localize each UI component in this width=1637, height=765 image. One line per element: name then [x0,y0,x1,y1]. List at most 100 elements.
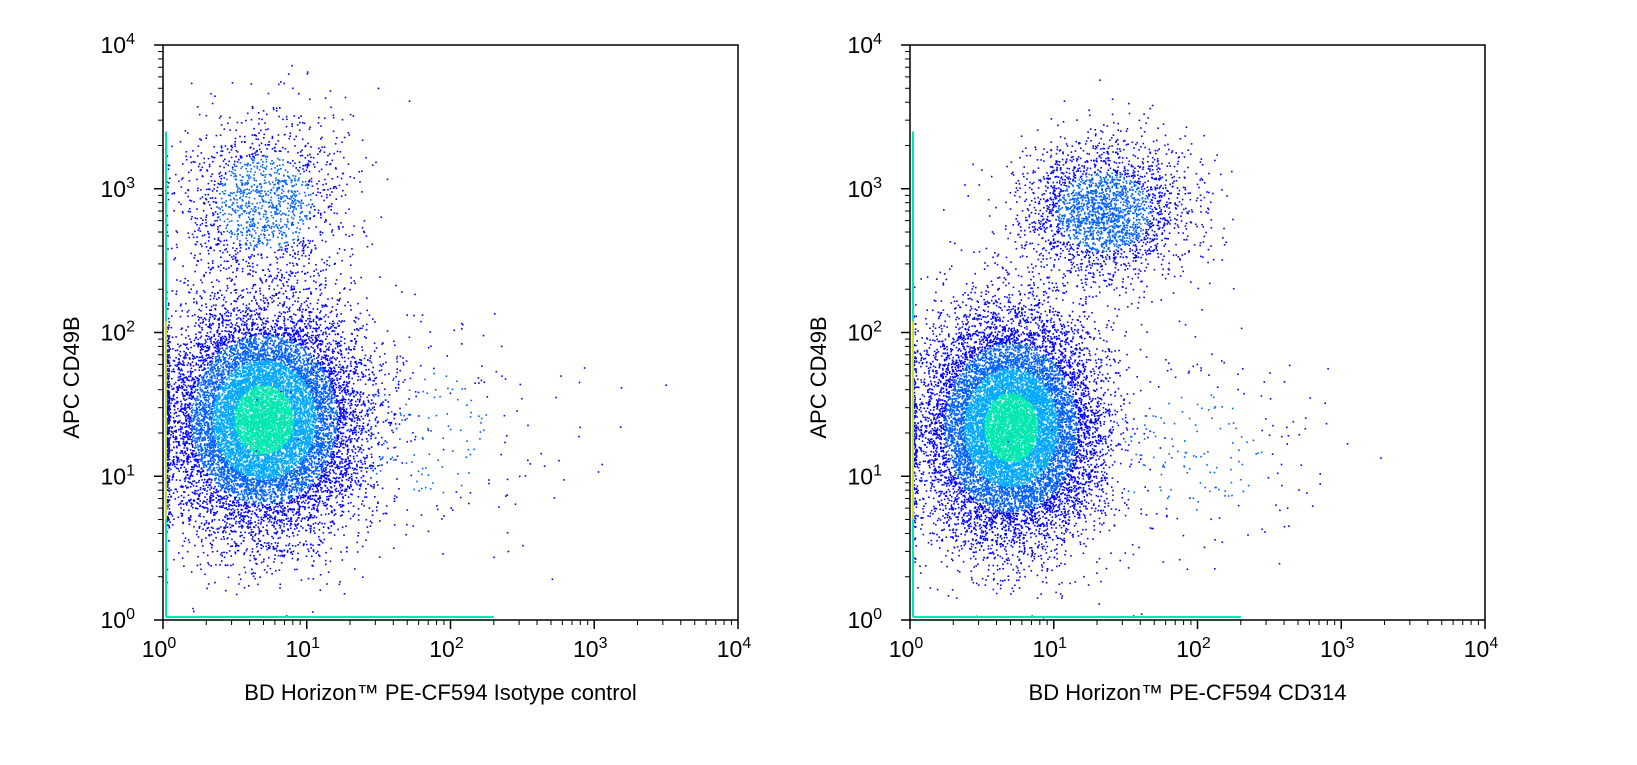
data-point [209,468,211,471]
data-point [307,386,310,389]
data-point [350,481,352,483]
data-point [321,481,324,483]
data-point [305,406,307,409]
data-point [253,419,256,421]
data-point [384,420,387,422]
data-point [361,463,364,465]
data-point [209,432,211,435]
data-point [217,374,219,377]
data-point [229,350,231,352]
data-point [325,563,327,566]
data-point [258,439,260,442]
data-point [244,427,247,430]
data-point [199,438,201,440]
data-point [259,553,261,556]
data-point [370,426,373,428]
data-point [226,518,229,520]
data-point [191,450,194,452]
data-point [209,529,211,532]
data-point [331,297,334,300]
data-point [319,464,321,466]
data-point [308,324,311,327]
data-point [322,468,324,470]
data-point [314,522,317,524]
data-point [273,532,276,534]
data-point [294,464,296,466]
data-point [246,390,249,392]
data-point [263,428,265,431]
data-point [193,355,195,358]
data-point [290,490,293,493]
data-point [172,435,174,437]
data-point [338,378,341,380]
data-point [302,426,304,428]
data-point [227,543,229,545]
data-point [348,382,350,384]
data-point [193,382,195,385]
data-point [186,449,189,452]
data-point [172,397,174,400]
data-point [238,455,241,458]
data-point [190,414,193,417]
data-point [287,401,290,403]
data-point [323,373,325,375]
data-point [195,363,197,366]
data-point [278,524,281,527]
data-point [243,361,246,364]
data-point [252,439,254,441]
data-point [359,327,361,330]
data-point [278,425,280,427]
data-point [310,459,313,462]
data-point [377,392,380,394]
data-point [200,364,202,367]
data-point [343,398,346,401]
data-point [277,511,280,514]
data-point [244,332,246,335]
data-point [212,428,215,430]
data-point [196,389,198,391]
data-point [319,521,321,524]
data-point [168,467,170,469]
data-point [307,323,310,325]
data-point [203,452,205,454]
data-point [211,508,214,510]
data-point [216,426,219,429]
data-point [288,422,291,425]
data-point [264,465,267,467]
data-point [346,389,349,391]
data-point [237,309,240,312]
data-point [262,534,265,537]
data-point [356,422,358,424]
data-point [216,419,218,422]
data-point [395,390,398,392]
data-point [267,347,269,350]
data-point [392,431,394,434]
data-point [323,449,326,451]
data-point [300,525,302,528]
data-point [169,426,171,428]
data-point [328,393,330,395]
data-point [294,473,296,476]
data-point [203,392,205,395]
data-point [266,459,269,461]
data-point [274,499,276,502]
data-point [179,485,182,488]
data-point [220,338,223,340]
data-point [260,460,262,463]
data-point [214,342,217,345]
data-point [205,396,207,399]
data-point [373,409,376,411]
data-point [181,545,184,547]
data-point [201,329,204,331]
data-point [345,525,347,528]
data-point [325,448,328,451]
data-point [331,480,333,483]
data-point [197,416,199,419]
data-point [292,333,295,336]
data-point [216,528,218,530]
data-point [372,469,374,472]
data-point [198,445,201,448]
data-point [323,479,325,482]
data-point [252,415,255,417]
data-point [199,387,201,389]
